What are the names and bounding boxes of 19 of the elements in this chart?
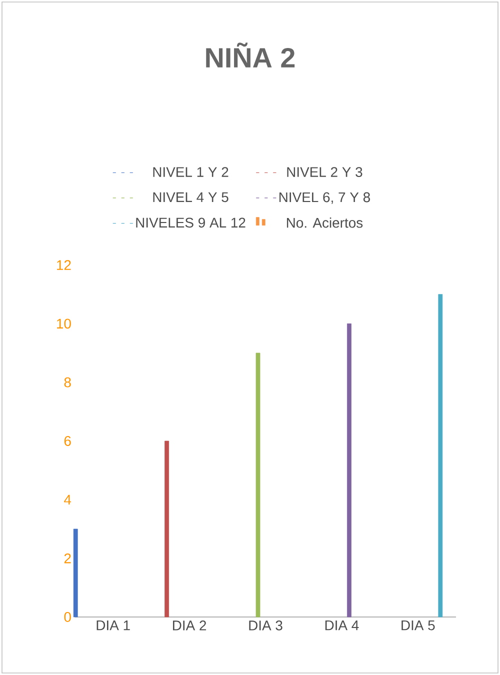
y-tick-label: 12 — [57, 260, 71, 270]
legend-label: NIVEL 2 Y 3 — [287, 167, 362, 177]
chart-title: NIÑA 2 — [206, 42, 295, 68]
y-tick-label: 10 — [57, 318, 71, 329]
legend-label: No. Aciertos — [286, 218, 363, 228]
legend-label: NIVEL 4 Y 5 — [153, 192, 228, 202]
legend-label: NIVEL 1 Y 2 — [153, 167, 228, 177]
legend-label: NIVELES 9 AL 12 — [136, 218, 246, 228]
x-tick-label: DIA 2 — [173, 620, 206, 630]
x-tick-label: DIA 3 — [249, 620, 282, 630]
x-tick-label: DIA 4 — [325, 620, 359, 630]
x-tick-label: DIA 5 — [402, 620, 435, 630]
y-tick-label: 4 — [64, 494, 72, 504]
x-tick-label: DIA 1 — [96, 620, 130, 630]
y-tick-label: 0 — [64, 612, 71, 622]
legend-label: NIVEL 6, 7 Y 8 — [279, 192, 370, 204]
y-tick-label: 2 — [64, 553, 71, 564]
y-tick-label: 8 — [64, 377, 71, 388]
y-tick-label: 6 — [64, 436, 71, 446]
